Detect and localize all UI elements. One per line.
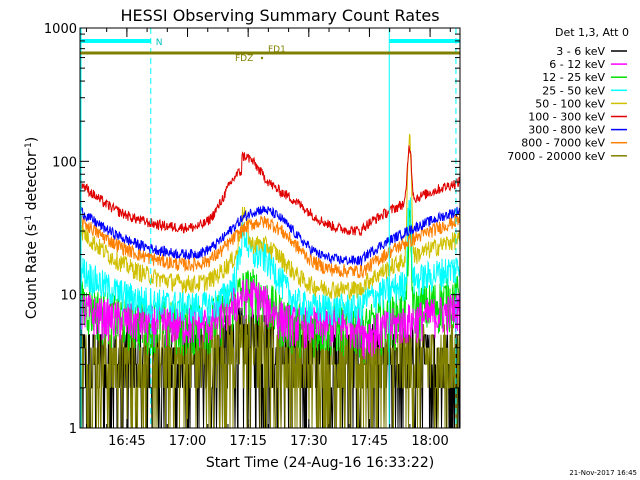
y-axis: 1 10 100 1000	[44, 22, 460, 437]
legend-title: Det 1,3, Att 0	[555, 26, 629, 39]
legend-label: 12 - 25 keV	[542, 71, 605, 84]
chart-title: HESSI Observing Summary Count Rates	[120, 6, 439, 25]
x-tick-label: 17:00	[169, 434, 206, 449]
y-axis-label-part2: detector	[24, 151, 40, 215]
legend-label: 25 - 50 keV	[542, 84, 605, 97]
y-axis-label-sup2: -1	[24, 142, 34, 151]
x-tick-label: 17:15	[229, 434, 266, 449]
y-tick-label: 1000	[44, 22, 77, 37]
x-tick-label: 17:45	[351, 434, 388, 449]
legend-label: 7000 - 20000 keV	[507, 150, 605, 163]
plot-frame	[79, 27, 461, 429]
y-axis-label: Count Rate (s-1 detector-1)	[24, 137, 40, 319]
legend-label: 800 - 7000 keV	[521, 137, 605, 150]
x-axis: 16:45 17:00 17:15 17:30 17:45 18:00	[85, 28, 451, 449]
y-axis-label-sup1: -1	[24, 215, 34, 224]
legend-label: 300 - 800 keV	[528, 124, 605, 137]
y-axis-label-part1: Count Rate (s	[24, 224, 40, 319]
x-axis-label: Start Time (24-Aug-16 16:33:22)	[206, 455, 434, 471]
fd1-flag-label: FD1	[268, 45, 286, 55]
series-line	[79, 307, 461, 429]
y-tick-label: 100	[52, 155, 77, 170]
series-line	[79, 145, 461, 237]
y-axis-label-part3: )	[24, 137, 40, 142]
legend-label: 100 - 300 keV	[528, 111, 605, 124]
fdz-marker	[260, 56, 264, 60]
y-tick-label: 1	[69, 422, 77, 437]
series-layer	[79, 133, 461, 429]
legend-label: 6 - 12 keV	[549, 58, 605, 71]
x-tick-label: 17:30	[290, 434, 327, 449]
footer-timestamp: 21-Nov-2017 16:45	[569, 469, 637, 477]
series-line	[79, 197, 461, 326]
flag-layer: N FD1 FDZ	[80, 28, 460, 428]
x-tick-label: 18:00	[411, 434, 448, 449]
legend-label: 50 - 100 keV	[535, 97, 605, 110]
night-flag-label: N	[156, 38, 163, 48]
series-line	[79, 133, 461, 301]
x-tick-label: 16:45	[108, 434, 145, 449]
fdz-flag-label: FDZ	[235, 54, 253, 64]
series-line	[79, 205, 461, 266]
series-line	[79, 212, 461, 279]
y-tick-label: 10	[60, 289, 77, 304]
legend-label: 3 - 6 keV	[556, 45, 605, 58]
